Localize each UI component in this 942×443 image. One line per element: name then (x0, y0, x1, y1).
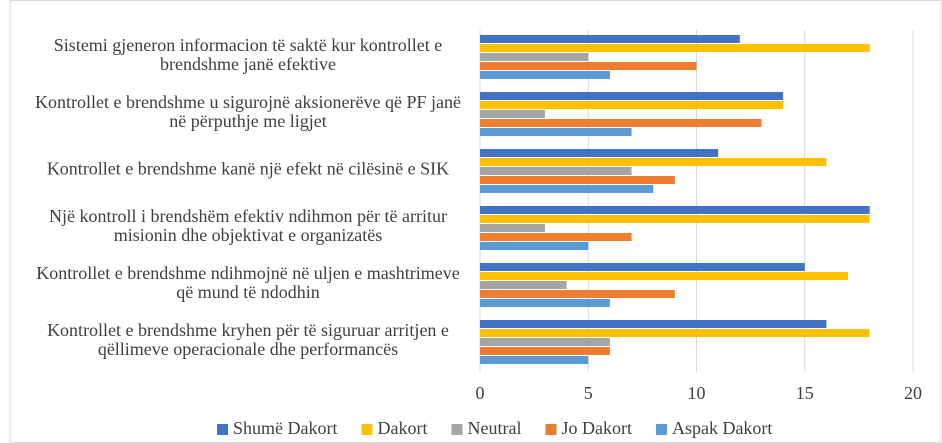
bar (480, 356, 589, 364)
legend-label: Aspak Dakort (672, 418, 772, 438)
bar (480, 185, 654, 193)
legend-label: Neutral (467, 418, 521, 438)
bar (480, 110, 545, 118)
bar (480, 101, 784, 109)
category-label: Kontrollet e brendshme ndihmojnë në ulje… (36, 262, 460, 302)
bar (480, 272, 849, 280)
bar (480, 71, 610, 79)
legend-swatch (655, 424, 667, 435)
legend-label: Shumë Dakort (233, 418, 337, 438)
bar (480, 233, 632, 241)
bar (480, 92, 784, 100)
category-label: Kontrollet e brendshme kryhen për të sig… (47, 319, 449, 359)
bar (480, 329, 870, 337)
legend-swatch (451, 424, 463, 435)
bar (480, 149, 719, 157)
bar (480, 347, 610, 355)
bar (480, 224, 545, 232)
bar (480, 281, 567, 289)
bar (480, 176, 675, 184)
bar (480, 299, 610, 307)
bar (480, 206, 870, 214)
x-tick-label: 5 (584, 383, 593, 403)
bar (480, 320, 827, 328)
bar (480, 119, 762, 127)
bar (480, 44, 870, 52)
category-label: Kontrollet e brendshme kanë një efekt në… (46, 158, 450, 178)
x-tick-label: 20 (904, 383, 922, 403)
x-tick-label: 0 (476, 383, 485, 403)
x-tick-label: 15 (796, 383, 814, 403)
bar (480, 128, 632, 136)
bar (480, 290, 675, 298)
bar (480, 242, 589, 250)
legend-label: Dakort (377, 418, 427, 438)
legend-swatch (545, 424, 557, 435)
bar (480, 338, 610, 346)
category-label: Një kontroll i brendshëm efektiv ndihmon… (49, 205, 447, 245)
bar (480, 62, 697, 70)
bar (480, 215, 870, 223)
bar (480, 167, 632, 175)
bar (480, 53, 589, 61)
category-label: Kontrollet e brendshme u sigurojnë aksio… (35, 91, 461, 131)
bar (480, 263, 805, 271)
x-tick-label: 10 (688, 383, 706, 403)
legend-swatch (361, 424, 373, 435)
legend-swatch (217, 424, 228, 435)
legend-label: Jo Dakort (561, 418, 632, 438)
category-label: Sistemi gjeneron informacion të saktë ku… (53, 34, 443, 74)
bar (480, 35, 740, 43)
bar (480, 158, 827, 166)
